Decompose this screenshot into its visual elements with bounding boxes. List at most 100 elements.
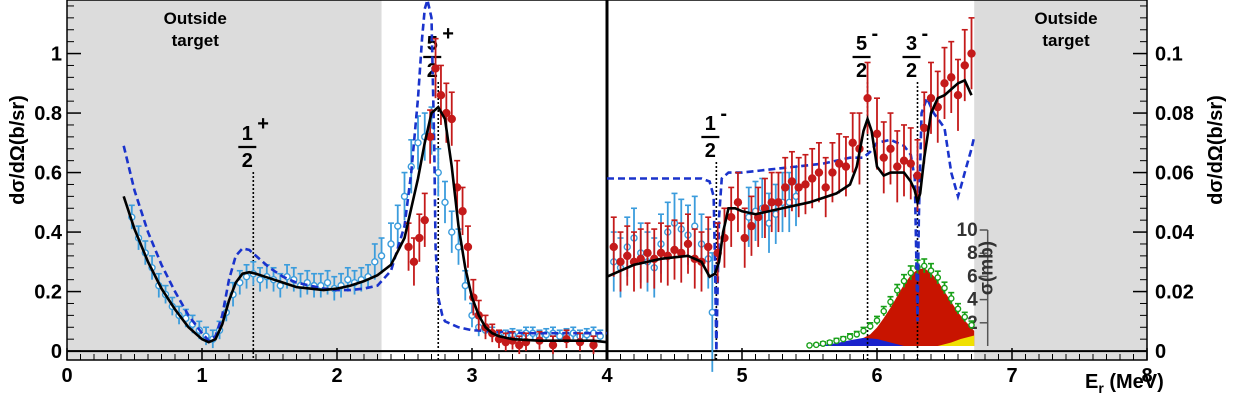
yr-tick-label-4: 0.08 bbox=[1155, 103, 1194, 125]
inset_points-point-8-11 bbox=[880, 307, 888, 315]
filled_points-point-6-17 bbox=[501, 337, 510, 347]
resonance-label-1: 5+2 bbox=[423, 23, 454, 82]
resonance-den-4: 2 bbox=[906, 60, 917, 82]
resonance-label-4: 3 -2 bbox=[902, 23, 928, 82]
resonance-num-3: 5 bbox=[856, 33, 867, 55]
inset_points-point-8-5 bbox=[839, 335, 847, 343]
open_points-point-4-39 bbox=[394, 222, 402, 230]
open_points-point-4-47 bbox=[448, 228, 456, 236]
filled_points-point-7-33 bbox=[835, 159, 844, 168]
filled_points-point-7-7 bbox=[656, 248, 666, 258]
filled_points-point-7-27 bbox=[794, 183, 803, 192]
filled_points-point-7-42 bbox=[899, 156, 909, 165]
filled_points-point-6-2 bbox=[415, 233, 424, 243]
x-tick-label-2: 2 bbox=[331, 365, 342, 387]
inset_points-point-8-3 bbox=[826, 339, 834, 346]
resonance-den-2: 2 bbox=[705, 140, 716, 162]
yl-tick-label-2: 0.4 bbox=[34, 222, 63, 244]
outside-target-region-1 bbox=[974, 0, 1147, 360]
x-tick-label-4: 4 bbox=[601, 365, 613, 387]
open_points-point-4-42 bbox=[414, 139, 422, 147]
outside-label-top-1: Outside bbox=[1034, 9, 1097, 28]
yr-tick-label-1: 0.02 bbox=[1155, 282, 1194, 304]
filled_points-point-6-25 bbox=[589, 340, 598, 350]
x-tick-label-3: 3 bbox=[466, 365, 477, 387]
filled_points-point-7-4 bbox=[636, 254, 645, 264]
filled_points-point-7-28 bbox=[801, 180, 810, 189]
outside-label-bottom-0: target bbox=[172, 31, 220, 50]
inset_points-point-8-15 bbox=[907, 269, 915, 277]
x-title-unit: (MeV) bbox=[1104, 371, 1164, 393]
filled_points-point-7-19 bbox=[740, 233, 749, 243]
x-title-main: E bbox=[1085, 371, 1098, 393]
yr-tick-label-2: 0.04 bbox=[1155, 222, 1195, 244]
filled_points-point-7-44 bbox=[913, 171, 922, 180]
filled_points-point-7-41 bbox=[893, 162, 902, 171]
resonance-num-0: 1 bbox=[242, 123, 253, 145]
inset_points-point-8-19 bbox=[934, 274, 942, 281]
filled_points-point-7-24 bbox=[774, 198, 783, 207]
resonance-label-3: 5 -2 bbox=[852, 23, 879, 82]
filled_points-group-6 bbox=[404, 37, 598, 355]
filled_points-point-7-17 bbox=[727, 212, 736, 222]
filled_points-point-7-31 bbox=[821, 183, 830, 192]
filled_points-point-7-51 bbox=[960, 61, 969, 70]
filled_points-point-7-25 bbox=[781, 183, 790, 192]
open_points-point-4-40 bbox=[400, 192, 409, 201]
inset_points-point-8-10 bbox=[873, 317, 881, 324]
open_points-point-5-12 bbox=[691, 222, 699, 230]
inset_points-point-8-14 bbox=[900, 277, 908, 285]
yl-tick-label-0: 0 bbox=[51, 341, 62, 363]
inset-axis-title: σ(mb) bbox=[977, 241, 998, 295]
inset_points-point-8-4 bbox=[833, 337, 840, 345]
inset-tick-label-2: 6 bbox=[967, 266, 978, 287]
filled_points-point-7-1 bbox=[616, 257, 625, 267]
resonance-num-1: 5 bbox=[427, 33, 438, 55]
open_points-point-4-46 bbox=[441, 198, 449, 207]
open_points-point-4-36 bbox=[371, 258, 379, 266]
fit-curve-0 bbox=[122, 105, 608, 344]
dashed-curve-2 bbox=[122, 0, 607, 343]
inset-tick-label-3: 8 bbox=[967, 243, 978, 264]
x-tick-label-8: 8 bbox=[1141, 365, 1152, 387]
inset-tick-label-4: 10 bbox=[957, 220, 978, 241]
outside-label-top-0: Outside bbox=[164, 9, 227, 28]
y-axis-title-left: dσ/dΩ(b/sr) bbox=[7, 95, 29, 205]
resonance-den-3: 2 bbox=[856, 60, 867, 82]
inset_points-point-8-24 bbox=[968, 321, 975, 329]
filled_points-point-7-14 bbox=[704, 242, 713, 252]
yl-tick-label-5: 1 bbox=[51, 44, 62, 66]
x-tick-label-1: 1 bbox=[196, 365, 207, 387]
inset_points-point-8-2 bbox=[819, 340, 827, 347]
filled_points-point-6-3 bbox=[420, 215, 429, 225]
resonance-label-0: 1 +2 bbox=[238, 113, 269, 172]
filled_points-point-7-45 bbox=[920, 123, 929, 133]
resonance-parity-3: - bbox=[872, 23, 879, 45]
filled_points-point-7-30 bbox=[814, 168, 824, 177]
filled_points-point-7-46 bbox=[926, 93, 936, 103]
yr-tick-label-0: 0 bbox=[1155, 341, 1166, 363]
x-title-sub: r bbox=[1098, 380, 1104, 396]
open_points-point-4-63 bbox=[556, 332, 564, 340]
area_yellow-2 bbox=[937, 335, 975, 346]
resonance-parity-2: - bbox=[720, 103, 727, 125]
inset_points-point-8-9 bbox=[866, 322, 874, 330]
filled_points-point-7-35 bbox=[848, 138, 857, 148]
inset_points-point-8-1 bbox=[812, 341, 820, 349]
inset_points-point-8-12 bbox=[887, 298, 894, 306]
inset_points-point-8-7 bbox=[853, 331, 861, 338]
y-axis-title-right: dσ/dΩ(b/sr) bbox=[1205, 95, 1227, 205]
filled_points-point-7-39 bbox=[879, 153, 888, 162]
inset_points-point-8-0 bbox=[806, 342, 813, 349]
filled_points-point-7-26 bbox=[787, 177, 797, 186]
filled_points-point-7-34 bbox=[841, 162, 851, 171]
filled_points-point-7-43 bbox=[906, 159, 915, 168]
filled_points-point-7-18 bbox=[733, 198, 743, 207]
inset_points-point-8-17 bbox=[920, 262, 928, 270]
open_points-point-4-29 bbox=[323, 278, 332, 287]
x-tick-label-5: 5 bbox=[736, 365, 747, 387]
filled_points-point-7-23 bbox=[767, 198, 776, 207]
area_blue-1 bbox=[809, 337, 904, 346]
